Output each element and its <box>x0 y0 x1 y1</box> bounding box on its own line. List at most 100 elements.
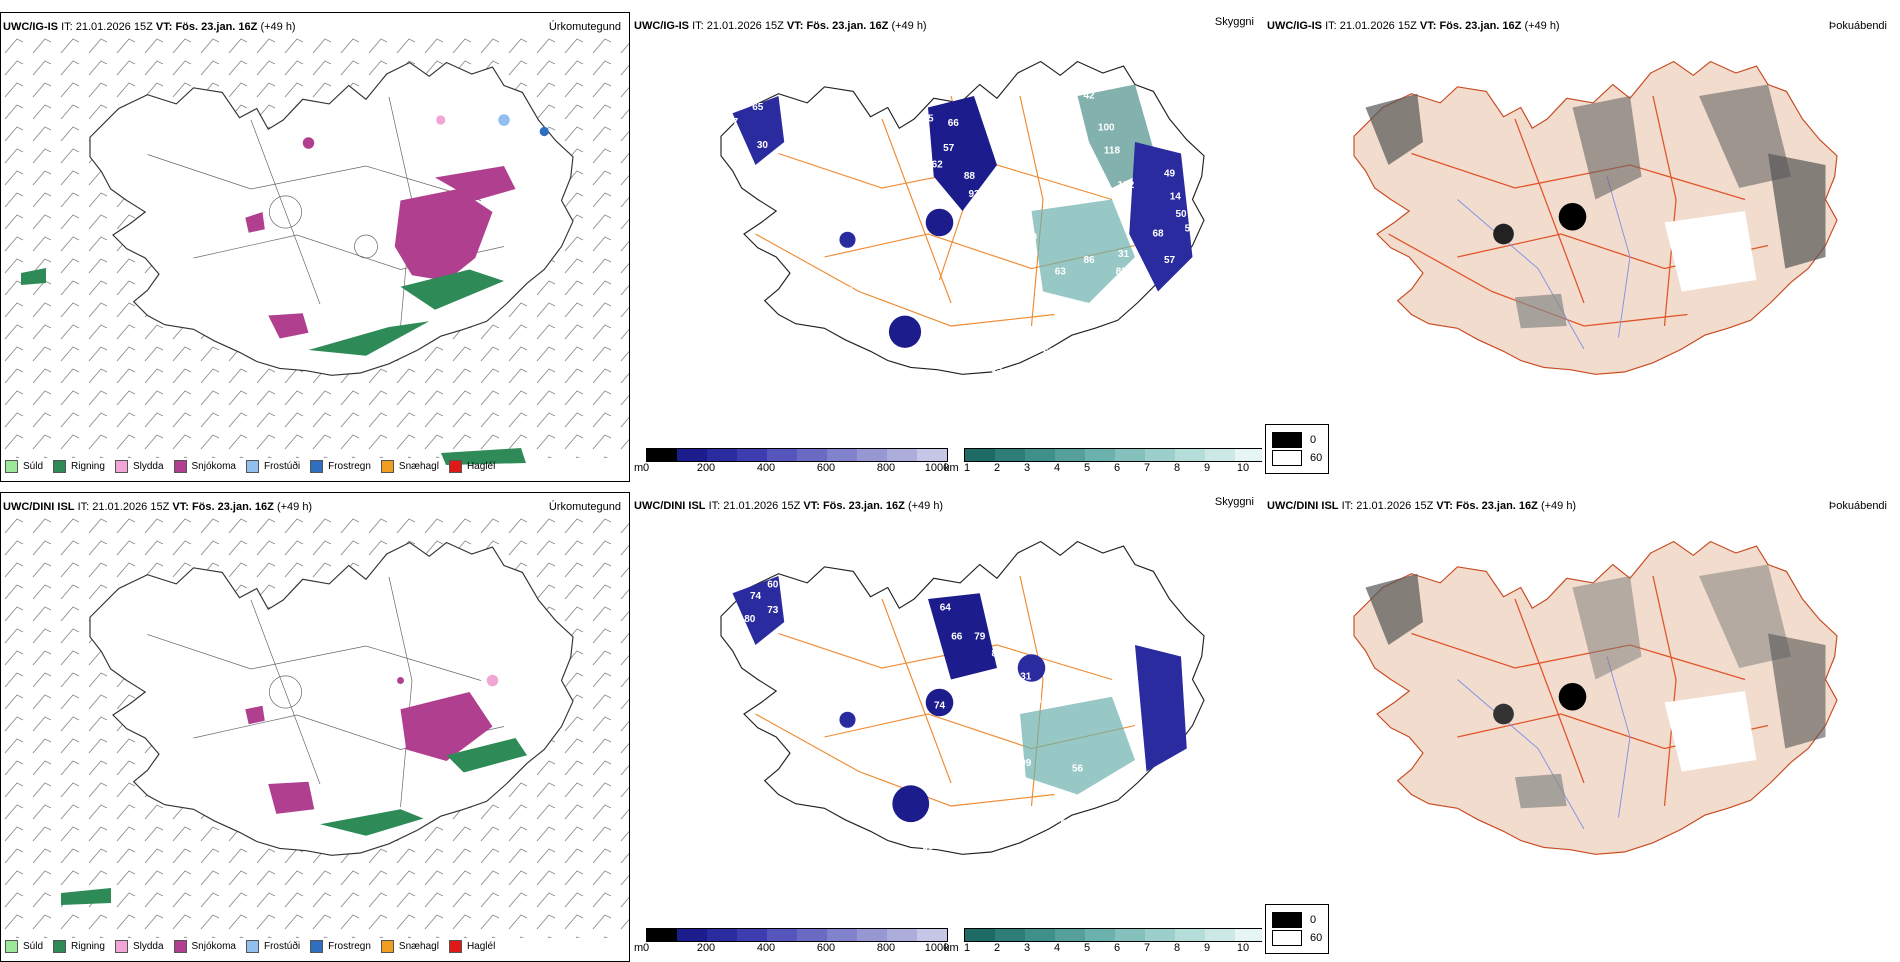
cloud-base-label: 21 <box>1141 603 1153 614</box>
cloud-base-label: 105 <box>1090 593 1107 604</box>
cloud-base-label: 80 <box>744 614 756 625</box>
cloud-base-label: 79 <box>974 631 986 642</box>
cloud-base-label: 88 <box>964 171 976 182</box>
legend-item: Snjókoma <box>173 940 236 953</box>
precip-type-panel-bottom: UWC/DINI ISL IT: 21.01.2026 15Z VT: Fös.… <box>0 492 630 962</box>
cloud-base-label: 103 <box>945 838 962 849</box>
cloud-base-label: 86 <box>943 376 955 387</box>
legend-item: Snæhagl <box>380 940 439 953</box>
fog-map <box>1353 60 1838 375</box>
cloud-base-label: 43 <box>1089 787 1101 798</box>
cloud-base-label: 83 <box>1150 128 1162 139</box>
visibility-unit: km <box>944 942 959 954</box>
legend-swatch <box>245 460 259 473</box>
cloud-base-label: 68 <box>991 243 1003 254</box>
cloud-base-label: 32 <box>948 873 960 884</box>
cloud-base-label: 64 <box>940 603 952 614</box>
cloud-base-label: 66 <box>951 631 963 642</box>
legend-item: Frostregn <box>310 940 371 953</box>
legend-item: Frostregn <box>310 460 371 473</box>
colorbars: m 0 200 400 600 800 1000 km 1 2 3 4 5 6 … <box>634 448 1262 474</box>
cloud-base-label: 55 <box>922 113 934 124</box>
legend-swatch <box>114 940 128 953</box>
cloud-base-label: 85 <box>991 649 1003 660</box>
cloud-base-label: 67 <box>1060 819 1072 830</box>
precip-type-panel-top: UWC/IG-IS IT: 21.01.2026 15Z VT: Fös. 23… <box>0 12 630 482</box>
legend-swatch <box>448 940 462 953</box>
cloud-base-label: 66 <box>948 118 960 129</box>
precip-legend: Súld Rigning Slydda Snjókoma Frostúði Fr… <box>5 940 495 953</box>
legend-item: Haglél <box>448 460 495 473</box>
legend-item: Rigning <box>53 940 105 953</box>
legend-swatch <box>380 460 394 473</box>
visibility-unit: km <box>944 462 959 474</box>
cloud-base-label: 71 <box>1032 695 1044 706</box>
cloud-base-label: 67 <box>727 117 739 128</box>
cloud-map: 67 65 30 55 66 57 62 88 93 42 100 83 118 49 132 14 50 55 5… <box>720 60 1205 410</box>
visibility-colorbar <box>964 448 1262 462</box>
panel-title: Skyggni <box>1214 496 1254 508</box>
cloud-base-label: 65 <box>934 856 946 867</box>
legend-item: Frostúði <box>245 460 300 473</box>
legend-item: Súld <box>5 940 43 953</box>
cloud-base-label: 132 <box>1117 180 1134 191</box>
cloud-visibility-panel-top: UWC/IG-IS IT: 21.01.2026 15Z VT: Fös. 23… <box>632 12 1262 482</box>
fog-legend: 0 60 <box>1265 904 1330 954</box>
cloud-map: 74 80 60 64 66 79 85 198 105 21 31 71 74 14 157 99 56 43 4… <box>720 540 1205 884</box>
cloud-base-label: 72 <box>876 266 888 277</box>
cloud-base-label: 99 <box>1020 758 1032 769</box>
cloud-base-label: 68 <box>1152 228 1164 239</box>
colorbars: m 0 200 400 600 800 1000 km 1 2 3 4 5 6 … <box>634 928 1262 954</box>
cloud-base-label: 74 <box>934 700 946 711</box>
cloud-base-label: 57 <box>943 143 955 154</box>
legend-item: Snjókoma <box>173 460 236 473</box>
cloud-base-label: 82 <box>1116 266 1128 277</box>
cloud-base-label: 30 <box>757 140 769 151</box>
panel-header: UWC/DINI ISL IT: 21.01.2026 15Z VT: Fös.… <box>1267 500 1577 512</box>
cloud-base-label: 50 <box>1175 209 1187 220</box>
fog-map <box>1353 540 1838 855</box>
cloud-base-label: 78 <box>1101 301 1113 312</box>
legend-swatch <box>5 940 18 953</box>
legend-item: Haglél <box>448 940 495 953</box>
cloudbase-unit: m <box>634 462 644 474</box>
cloud-base-label: 42 <box>1043 804 1055 815</box>
cloud-base-label: 89 <box>951 399 963 410</box>
legend-item: Súld <box>5 460 43 473</box>
panel-header: UWC/DINI ISL IT: 21.01.2026 15Z VT: Fös.… <box>634 500 944 512</box>
cloud-base-label: 93 <box>968 189 980 200</box>
fog-legend-item: 60 <box>1272 450 1322 466</box>
cloud-base-label: 86 <box>1083 255 1095 266</box>
legend-swatch <box>114 460 128 473</box>
panel-header: UWC/IG-IS IT: 21.01.2026 15Z VT: Fös. 23… <box>634 20 927 32</box>
cloud-base-label: 56 <box>1072 764 1084 775</box>
panel-header: UWC/IG-IS IT: 21.01.2026 15Z VT: Fös. 23… <box>3 21 296 33</box>
legend-swatch <box>173 940 187 953</box>
cloud-base-label: 55 <box>1185 224 1197 235</box>
cloud-base-label: 60 <box>767 580 779 591</box>
cloud-base-label: 12 <box>951 249 963 260</box>
panel-header: UWC/DINI ISL IT: 21.01.2026 15Z VT: Fös.… <box>3 501 313 513</box>
cloud-base-label: 198 <box>1069 568 1086 579</box>
fog-legend-item: 0 <box>1272 432 1322 448</box>
cloud-base-label: 60 <box>1043 347 1055 358</box>
legend-swatch <box>310 460 324 473</box>
legend-swatch <box>53 940 67 953</box>
panel-title: Úrkomutegund <box>548 501 621 513</box>
cloudbase-unit: m <box>634 942 644 954</box>
cloudbase-colorbar <box>646 928 948 942</box>
legend-swatch <box>53 460 67 473</box>
panel-title: Skyggni <box>1214 16 1254 28</box>
legend-swatch <box>380 940 394 953</box>
precip-map <box>1 518 629 938</box>
cloud-base-label: 10 <box>1026 232 1038 243</box>
cloud-base-label: 13 <box>991 364 1003 375</box>
legend-swatch <box>173 460 187 473</box>
cloud-base-label: 42 <box>1083 90 1095 101</box>
cloud-base-label: 14 <box>853 746 865 757</box>
panel-title: Þokuábendi <box>1828 20 1887 32</box>
cloud-base-label: 49 <box>1164 169 1176 180</box>
cloud-base-label: 74 <box>750 591 762 602</box>
fog-legend: 0 60 <box>1265 424 1330 474</box>
cloud-base-label: 118 <box>1104 146 1121 157</box>
